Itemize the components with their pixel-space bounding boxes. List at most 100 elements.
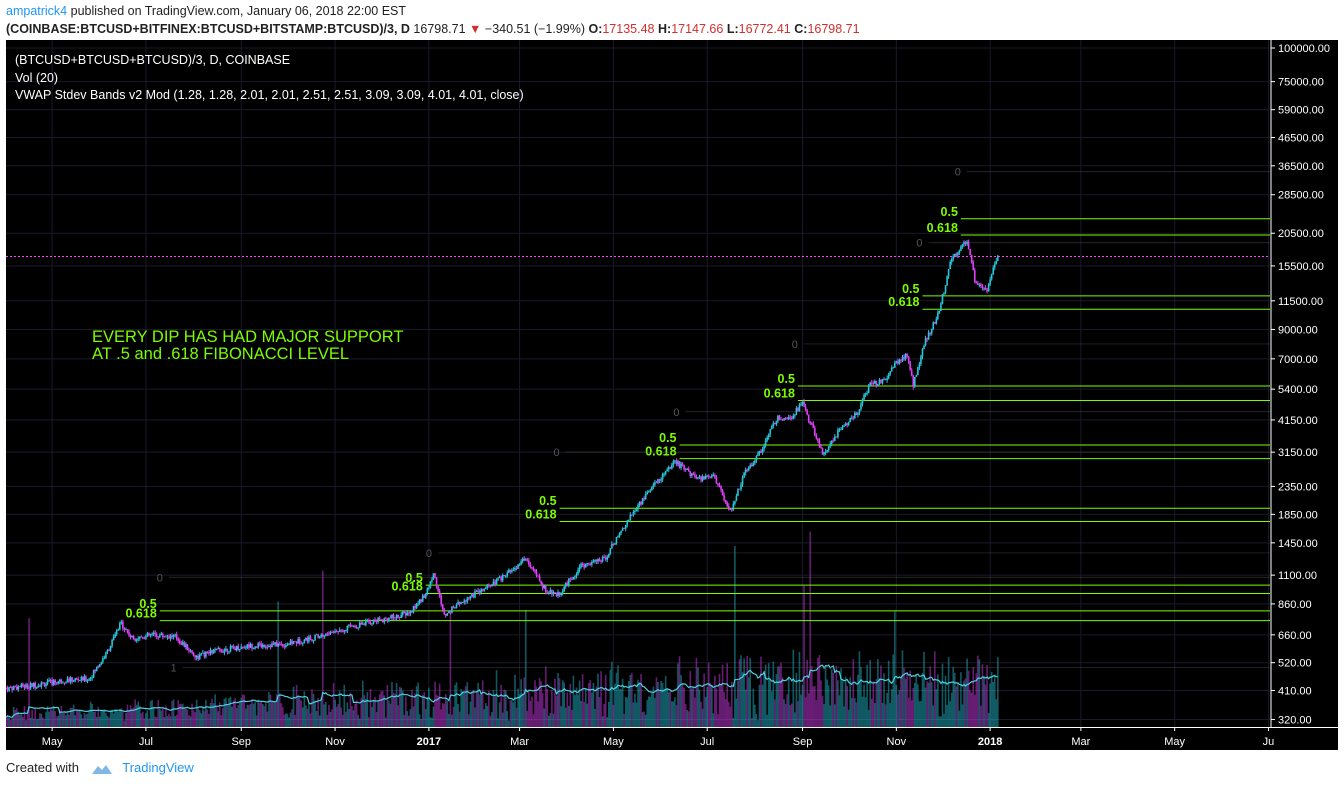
tradingview-link[interactable]: TradingView (122, 760, 194, 775)
candle-body (385, 618, 387, 620)
candle-body (114, 634, 116, 637)
volume-bar (100, 710, 103, 727)
candle-body (297, 638, 299, 644)
candle-body (99, 664, 101, 667)
volume-bar (561, 680, 564, 727)
volume-bar (731, 681, 733, 727)
volume-bar (560, 706, 562, 727)
candle-body (417, 603, 419, 605)
volume-bar (277, 601, 279, 727)
volume-bar (372, 700, 375, 727)
volume-bar (217, 711, 220, 727)
candle-body (72, 680, 75, 682)
time-tick-label: May (1164, 736, 1185, 748)
volume-bar (591, 692, 593, 727)
price-tick-label: 1450.00 (1278, 538, 1318, 550)
candle-body (377, 617, 379, 622)
candle-body (180, 643, 183, 645)
candle-body (801, 401, 804, 404)
candle-body (354, 625, 356, 627)
candle-body (552, 592, 555, 595)
price-axis[interactable]: 100000.00 75000.00 59000.00 46500.00 36500.0… (1270, 40, 1338, 750)
candle-body (574, 575, 576, 577)
volume-bar (77, 710, 80, 727)
volume-bar (145, 713, 147, 727)
candle-body (890, 367, 893, 372)
legend-symbol[interactable]: (BTCUSD+BTCUSD+BTCUSD)/3, D, COINBASE (15, 53, 290, 67)
candle-body (271, 643, 273, 648)
candle-body (346, 625, 349, 631)
candle-body (849, 417, 852, 422)
candle-body (726, 502, 728, 507)
volume-bar (352, 710, 355, 727)
price-axis-bg (1270, 40, 1338, 750)
candle-body (458, 601, 461, 604)
candle-body (492, 581, 495, 586)
volume-bar (572, 675, 575, 727)
candle-body (9, 686, 12, 688)
candle-body (827, 446, 830, 451)
candle-body (398, 617, 401, 619)
candle-body (661, 473, 664, 480)
volume-bar (14, 709, 17, 727)
candle-body (952, 256, 955, 259)
candle-body (532, 567, 535, 570)
candle-body (355, 626, 358, 629)
down-arrow-icon: ▼ (469, 22, 482, 36)
volume-bar (995, 699, 998, 727)
volume-bar (794, 712, 796, 727)
volume-bar (458, 711, 461, 727)
volume-bar (927, 682, 930, 727)
candle-body (39, 685, 41, 687)
candle-body (83, 676, 86, 681)
candle-body (803, 401, 805, 407)
candle-body (746, 469, 748, 471)
volume-bar (844, 676, 847, 727)
volume-bar (418, 714, 421, 727)
volume-bar (434, 681, 436, 727)
candle-body (557, 592, 559, 596)
author-link[interactable]: ampatrick4 (6, 4, 68, 18)
candle-body (874, 380, 876, 384)
fib-zero-label: 1 (171, 662, 177, 674)
price-chart[interactable]: 0.50.6180.50.6180.50.6180.50.6180.50.618… (6, 40, 1338, 750)
candle-body (249, 643, 252, 648)
candle-body (797, 408, 799, 412)
candle-body (520, 561, 522, 565)
candle-body (463, 600, 466, 603)
candle-body (395, 614, 398, 619)
candle-body (326, 633, 329, 635)
volume-bar (429, 717, 432, 727)
chart-container[interactable]: 0.5 0.618 0.5 0.618 0.5 0.618 0.5 0.618 0.5 0.618… (6, 40, 1338, 750)
legend-vwap[interactable]: VWAP Stdev Bands v2 Mod (1.28, 1.28, 2.0… (15, 88, 524, 102)
time-axis[interactable]: May Jul Sep Nov 2017 Mar May Jul Sep Nov 2018 Mar Ma… (6, 727, 1338, 750)
candle-body (109, 645, 112, 651)
candle-body (371, 623, 373, 625)
volume-bar (409, 709, 412, 727)
volume-bar (735, 698, 738, 727)
candle-body (866, 392, 868, 394)
legend-volume[interactable]: Vol (20) (15, 71, 58, 85)
price-tick-label: 36500.00 (1278, 161, 1324, 173)
candle-body (529, 564, 532, 568)
volume-bar (365, 698, 367, 727)
fib-level-label: 0.618 (645, 445, 676, 459)
candle-body (784, 418, 787, 420)
candle-body (352, 625, 355, 627)
volume-bar (132, 707, 135, 727)
candle-body (612, 543, 615, 545)
volume-bar (331, 709, 333, 727)
volume-bar (205, 699, 207, 727)
volume-bar (39, 713, 41, 727)
candle-body (738, 488, 741, 490)
volume-bar (520, 679, 522, 727)
volume-bar (947, 657, 950, 727)
candle-body (597, 558, 599, 562)
volume-bar (320, 697, 323, 727)
candle-body (689, 471, 692, 476)
candle-body (274, 642, 276, 645)
candle-body (57, 681, 60, 684)
volume-bar (123, 720, 126, 727)
candle-body (125, 629, 127, 631)
volume-bar (111, 709, 113, 727)
